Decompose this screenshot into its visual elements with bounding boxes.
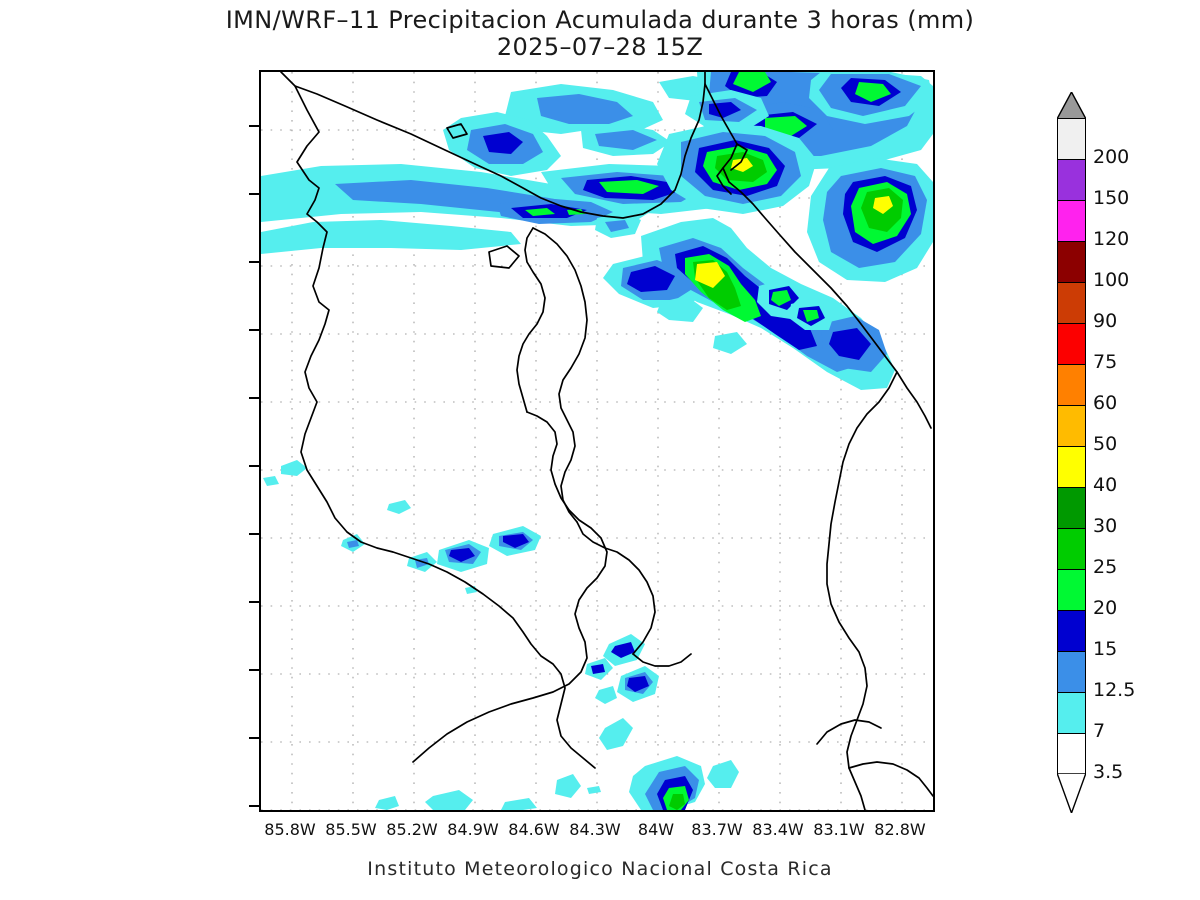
colorbar-label: 25 [1093, 556, 1118, 579]
colorbar-band[interactable] [1057, 323, 1086, 364]
coastline-vectors [280, 72, 933, 810]
colorbar-band[interactable] [1057, 487, 1086, 528]
colorbar-label: 15 [1093, 638, 1118, 661]
precip-region-south-pacific [585, 634, 659, 794]
colorbar-label: 12.5 [1093, 679, 1136, 702]
precip-region-central-green [657, 124, 817, 214]
colorbar[interactable] [1057, 118, 1086, 774]
precip-region-east-cell [807, 158, 933, 282]
colorbar-cap-bottom [1057, 773, 1086, 813]
colorbar-cap-top [1057, 92, 1086, 119]
precip-region-limon-band [595, 212, 895, 390]
colorbar-band[interactable] [1057, 651, 1086, 692]
colorbar-band[interactable] [1057, 159, 1086, 200]
colorbar-label: 200 [1093, 146, 1130, 169]
y-tick-mark [249, 193, 259, 195]
y-tick-mark [249, 669, 259, 671]
colorbar-label: 150 [1093, 187, 1130, 210]
precipitation-map [261, 72, 933, 810]
colorbar-band[interactable] [1057, 241, 1086, 282]
colorbar-label: 90 [1093, 310, 1118, 333]
colorbar-band[interactable] [1057, 569, 1086, 610]
x-tick-label: 85.8W [264, 820, 316, 839]
y-tick-mark [249, 125, 259, 127]
y-tick-mark [249, 261, 259, 263]
colorbar-band[interactable] [1057, 692, 1086, 733]
colorbar-band[interactable] [1057, 282, 1086, 323]
y-tick-mark [249, 329, 259, 331]
map-plot-area[interactable] [259, 70, 935, 812]
colorbar-band[interactable] [1057, 733, 1086, 774]
precip-region-northwest [261, 76, 731, 254]
x-tick-label: 83.4W [752, 820, 804, 839]
colorbar-label: 7 [1093, 720, 1106, 743]
precip-region-panama-south [375, 756, 739, 810]
colorbar-label: 20 [1093, 597, 1118, 620]
x-tick-label: 85.2W [386, 820, 438, 839]
x-tick-label: 83.1W [813, 820, 865, 839]
colorbar-band[interactable] [1057, 610, 1086, 651]
colorbar-label: 60 [1093, 392, 1118, 415]
colorbar-label: 3.5 [1093, 761, 1124, 784]
y-tick-mark [249, 397, 259, 399]
precip-region-pacific-scattered [263, 460, 541, 594]
y-tick-mark [249, 737, 259, 739]
colorbar-band[interactable] [1057, 118, 1086, 159]
colorbar-label: 75 [1093, 351, 1118, 374]
x-tick-label: 84.9W [447, 820, 499, 839]
y-tick-mark [249, 805, 259, 807]
colorbar-band[interactable] [1057, 405, 1086, 446]
y-tick-mark [249, 533, 259, 535]
colorbar-label: 100 [1093, 269, 1130, 292]
x-tick-label: 84.3W [569, 820, 621, 839]
colorbar-band[interactable] [1057, 200, 1086, 241]
colorbar-label: 30 [1093, 515, 1118, 538]
y-tick-mark [249, 601, 259, 603]
colorbar-band[interactable] [1057, 528, 1086, 569]
x-tick-label: 82.8W [874, 820, 926, 839]
x-tick-label: 83.7W [691, 820, 743, 839]
page-title: IMN/WRF–11 Precipitacion Acumulada duran… [225, 6, 975, 34]
colorbar-label: 40 [1093, 474, 1118, 497]
colorbar-band[interactable] [1057, 446, 1086, 487]
x-tick-label: 84.6W [508, 820, 560, 839]
x-tick-label: 85.5W [325, 820, 377, 839]
page-subtitle: 2025–07–28 15Z [496, 33, 704, 61]
colorbar-label: 120 [1093, 228, 1130, 251]
x-tick-label: 84W [637, 820, 675, 839]
colorbar-band[interactable] [1057, 364, 1086, 405]
colorbar-label: 50 [1093, 433, 1118, 456]
footer-credit: Instituto Meteorologico Nacional Costa R… [367, 858, 833, 880]
y-tick-mark [249, 465, 259, 467]
